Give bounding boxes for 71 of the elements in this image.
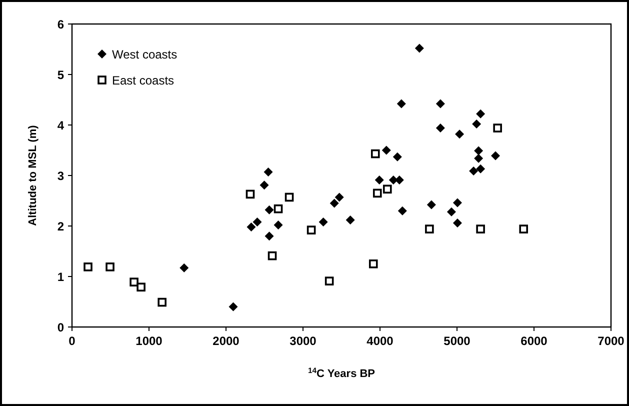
- point: [491, 151, 500, 160]
- point: [474, 146, 484, 156]
- y-tick-label: 5: [57, 68, 64, 82]
- point: [476, 224, 485, 234]
- point: [284, 192, 294, 202]
- y-tick-label: 3: [57, 169, 64, 183]
- point: [472, 119, 482, 128]
- y-tick-label: 4: [57, 118, 64, 132]
- point: [446, 207, 456, 216]
- x-tick-label: 0: [68, 334, 76, 348]
- point: [274, 204, 283, 214]
- x-tick-label: 1000: [136, 334, 163, 348]
- point: [306, 226, 316, 234]
- point: [260, 180, 269, 190]
- point: [414, 44, 424, 53]
- point: [324, 276, 334, 286]
- point: [469, 166, 478, 176]
- point: [268, 251, 277, 260]
- point: [346, 215, 355, 224]
- point: [370, 149, 380, 158]
- point: [274, 220, 283, 230]
- point: [330, 198, 339, 208]
- point: [452, 198, 462, 208]
- point: [398, 206, 407, 216]
- point: [246, 222, 256, 232]
- point: [455, 130, 464, 139]
- point: [392, 152, 402, 162]
- point: [246, 190, 255, 199]
- point: [476, 109, 486, 118]
- point: [382, 184, 392, 194]
- point: [334, 192, 344, 202]
- point: [436, 124, 445, 133]
- y-axis-title: Altitude to MSL (m): [27, 124, 39, 226]
- point: [396, 99, 406, 108]
- y-tick-label: 6: [57, 18, 64, 32]
- point: [136, 282, 146, 292]
- point: [264, 205, 274, 214]
- point: [426, 200, 436, 210]
- point: [382, 146, 391, 155]
- legend-label: West coasts: [112, 48, 178, 62]
- point: [264, 167, 273, 176]
- x-tick-label: 5000: [444, 334, 471, 348]
- point: [368, 259, 378, 268]
- point: [158, 298, 166, 307]
- y-tick-label: 0: [57, 320, 64, 334]
- point: [452, 218, 462, 228]
- point: [474, 154, 484, 163]
- x-tick-label: 4000: [366, 334, 394, 348]
- y-tick-label: 2: [57, 220, 64, 234]
- y-tick-label: 1: [57, 270, 64, 284]
- point: [476, 164, 486, 174]
- x-tick-label: 3000: [290, 334, 317, 348]
- point: [318, 217, 328, 226]
- point: [252, 217, 262, 226]
- legend-label: East coasts: [112, 74, 174, 88]
- point: [372, 188, 382, 198]
- point: [106, 262, 114, 272]
- point: [228, 302, 238, 312]
- point: [519, 224, 528, 234]
- point: [493, 124, 502, 132]
- point: [425, 224, 434, 234]
- point: [180, 263, 189, 272]
- point: [84, 262, 92, 272]
- point: [436, 99, 445, 108]
- x-tick-label: 2000: [212, 334, 240, 348]
- x-axis-title: $^{14}$C Years BP: [308, 366, 376, 380]
- point: [374, 176, 384, 185]
- point: [130, 278, 138, 286]
- point: [264, 232, 274, 241]
- x-tick-label: 7000: [598, 334, 625, 348]
- x-tick-label: 6000: [520, 334, 548, 348]
